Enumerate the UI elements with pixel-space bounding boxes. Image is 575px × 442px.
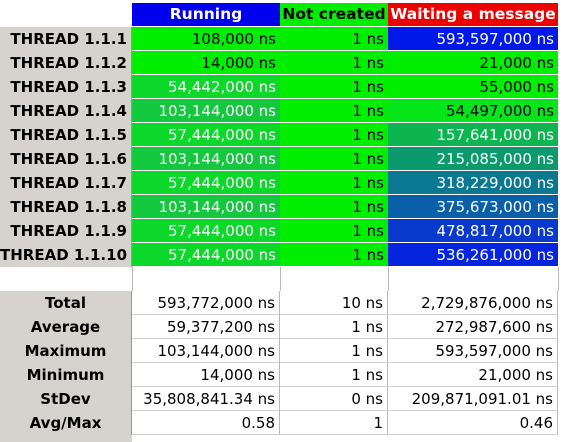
cell-waiting: 536,261,000 ns <box>388 243 558 267</box>
cell-not-created: 1 ns <box>280 147 388 171</box>
stat-cell-not-created: 1 <box>280 411 388 435</box>
stat-cell-waiting: 0.46 <box>388 411 558 435</box>
stat-cell-not-created: 1 ns <box>280 315 388 339</box>
stat-cell-running: 59,377,200 ns <box>132 315 280 339</box>
stat-label[interactable]: StDev <box>0 387 132 411</box>
cell-not-created: 1 ns <box>280 219 388 243</box>
row-label-thread[interactable]: THREAD 1.1.7 <box>0 171 132 195</box>
cell-waiting: 478,817,000 ns <box>388 219 558 243</box>
cell-waiting: 318,229,000 ns <box>388 171 558 195</box>
cell-not-created: 1 ns <box>280 243 388 267</box>
row-label-thread[interactable]: THREAD 1.1.2 <box>0 51 132 75</box>
stat-cell-waiting: 593,597,000 ns <box>388 339 558 363</box>
row-label-thread[interactable]: THREAD 1.1.1 <box>0 27 132 51</box>
stat-label[interactable]: Avg/Max <box>0 411 132 435</box>
cell-running: 103,144,000 ns <box>132 99 280 123</box>
cell-running: 57,444,000 ns <box>132 171 280 195</box>
row-label-thread[interactable]: THREAD 1.1.3 <box>0 75 132 99</box>
stat-label[interactable]: Minimum <box>0 363 132 387</box>
stat-cell-running: 593,772,000 ns <box>132 291 280 315</box>
stat-cell-waiting: 21,000 ns <box>388 363 558 387</box>
stat-cell-running: 35,808,841.34 ns <box>132 387 280 411</box>
cell-running: 57,444,000 ns <box>132 219 280 243</box>
row-label-thread[interactable]: THREAD 1.1.5 <box>0 123 132 147</box>
cell-waiting: 593,597,000 ns <box>388 27 558 51</box>
column-header-running[interactable]: Running <box>132 3 280 26</box>
stat-cell-not-created: 1 ns <box>280 363 388 387</box>
cell-running: 57,444,000 ns <box>132 123 280 147</box>
cell-running: 108,000 ns <box>132 27 280 51</box>
cell-not-created: 1 ns <box>280 99 388 123</box>
cell-running: 14,000 ns <box>132 51 280 75</box>
header-corner <box>0 0 132 26</box>
divider <box>388 267 389 291</box>
cell-waiting: 375,673,000 ns <box>388 195 558 219</box>
divider <box>280 267 281 291</box>
cell-not-created: 1 ns <box>280 195 388 219</box>
cell-not-created: 1 ns <box>280 123 388 147</box>
divider <box>558 267 559 291</box>
stat-cell-running: 103,144,000 ns <box>132 339 280 363</box>
stat-cell-waiting: 2,729,876,000 ns <box>388 291 558 315</box>
column-header-not-created[interactable]: Not created <box>280 3 388 26</box>
row-label-thread[interactable]: THREAD 1.1.6 <box>0 147 132 171</box>
stat-label[interactable]: Maximum <box>0 339 132 363</box>
stat-cell-waiting: 209,871,091.01 ns <box>388 387 558 411</box>
stat-cell-not-created: 0 ns <box>280 387 388 411</box>
cell-waiting: 55,000 ns <box>388 75 558 99</box>
row-header-footer <box>0 435 132 442</box>
cell-not-created: 1 ns <box>280 51 388 75</box>
row-label-thread[interactable]: THREAD 1.1.4 <box>0 99 132 123</box>
stat-cell-running: 0.58 <box>132 411 280 435</box>
stat-cell-not-created: 1 ns <box>280 339 388 363</box>
stat-label[interactable]: Average <box>0 315 132 339</box>
column-header-waiting[interactable]: Waiting a message <box>388 3 558 26</box>
stat-cell-waiting: 272,987,600 ns <box>388 315 558 339</box>
cell-waiting: 54,497,000 ns <box>388 99 558 123</box>
cell-waiting: 21,000 ns <box>388 51 558 75</box>
spacer-row <box>0 267 132 291</box>
row-label-thread[interactable]: THREAD 1.1.9 <box>0 219 132 243</box>
cell-waiting: 215,085,000 ns <box>388 147 558 171</box>
divider <box>132 267 133 291</box>
cell-not-created: 1 ns <box>280 27 388 51</box>
cell-waiting: 157,641,000 ns <box>388 123 558 147</box>
stat-cell-not-created: 10 ns <box>280 291 388 315</box>
row-label-thread[interactable]: THREAD 1.1.8 <box>0 195 132 219</box>
stat-label[interactable]: Total <box>0 291 132 315</box>
stat-cell-running: 14,000 ns <box>132 363 280 387</box>
cell-running: 103,144,000 ns <box>132 195 280 219</box>
cell-running: 103,144,000 ns <box>132 147 280 171</box>
cell-not-created: 1 ns <box>280 75 388 99</box>
cell-running: 57,444,000 ns <box>132 243 280 267</box>
row-label-thread[interactable]: THREAD 1.1.10 <box>0 243 132 267</box>
cell-running: 54,442,000 ns <box>132 75 280 99</box>
cell-not-created: 1 ns <box>280 171 388 195</box>
